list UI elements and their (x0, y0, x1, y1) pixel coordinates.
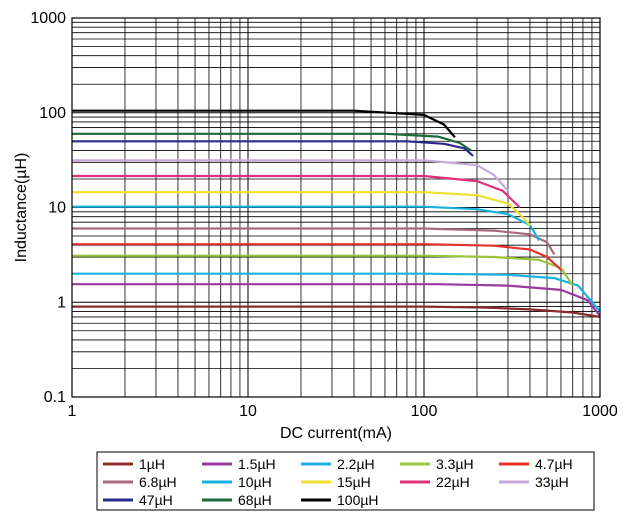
legend-label: 15µH (337, 474, 371, 490)
series-line (72, 283, 601, 317)
series-line (72, 109, 456, 139)
series-line (72, 132, 472, 152)
legend-label: 4.7µH (535, 456, 573, 472)
legend-label: 3.3µH (436, 456, 474, 472)
x-tick-label: 10 (239, 403, 257, 420)
legend-label: 6.8µH (139, 474, 177, 490)
y-tick-label: 1 (57, 294, 66, 311)
legend-label: 47µH (139, 492, 173, 508)
series-line (72, 191, 531, 226)
series-line (72, 305, 601, 318)
plot-frame (71, 17, 601, 398)
y-tick-label: 0.1 (44, 389, 66, 406)
series-line (72, 140, 474, 157)
y-tick-label: 10 (48, 200, 66, 217)
series-line (72, 174, 521, 209)
legend-label: 2.2µH (337, 456, 375, 472)
legend-label: 22µH (436, 474, 470, 490)
legend-label: 1.5µH (238, 456, 276, 472)
series-line (72, 254, 574, 287)
y-axis-title: Inductance(µH) (13, 153, 30, 263)
x-tick-label: 1000 (582, 403, 618, 420)
y-tick-label: 100 (39, 105, 66, 122)
series-lines (72, 109, 601, 318)
legend: 1µH 1.5µH 2.2µH 3.3µH 4.7µH 6.8µH 10µH 15µH 22µH… (96, 451, 595, 511)
series-line (72, 205, 540, 241)
x-tick-label: 100 (411, 403, 438, 420)
series-line (72, 272, 601, 313)
y-tick-label: 1000 (30, 10, 66, 27)
series-line (72, 159, 509, 192)
series-line (72, 227, 556, 255)
legend-label: 10µH (238, 474, 272, 490)
legend-label: 68µH (238, 492, 272, 508)
series-line (72, 243, 562, 271)
legend-label: 100µH (337, 492, 379, 508)
legend-label: 1µH (139, 456, 165, 472)
x-tick-label: 1 (68, 403, 77, 420)
legend-label: 33µH (535, 474, 569, 490)
x-axis-title: DC current(mA) (280, 425, 392, 442)
